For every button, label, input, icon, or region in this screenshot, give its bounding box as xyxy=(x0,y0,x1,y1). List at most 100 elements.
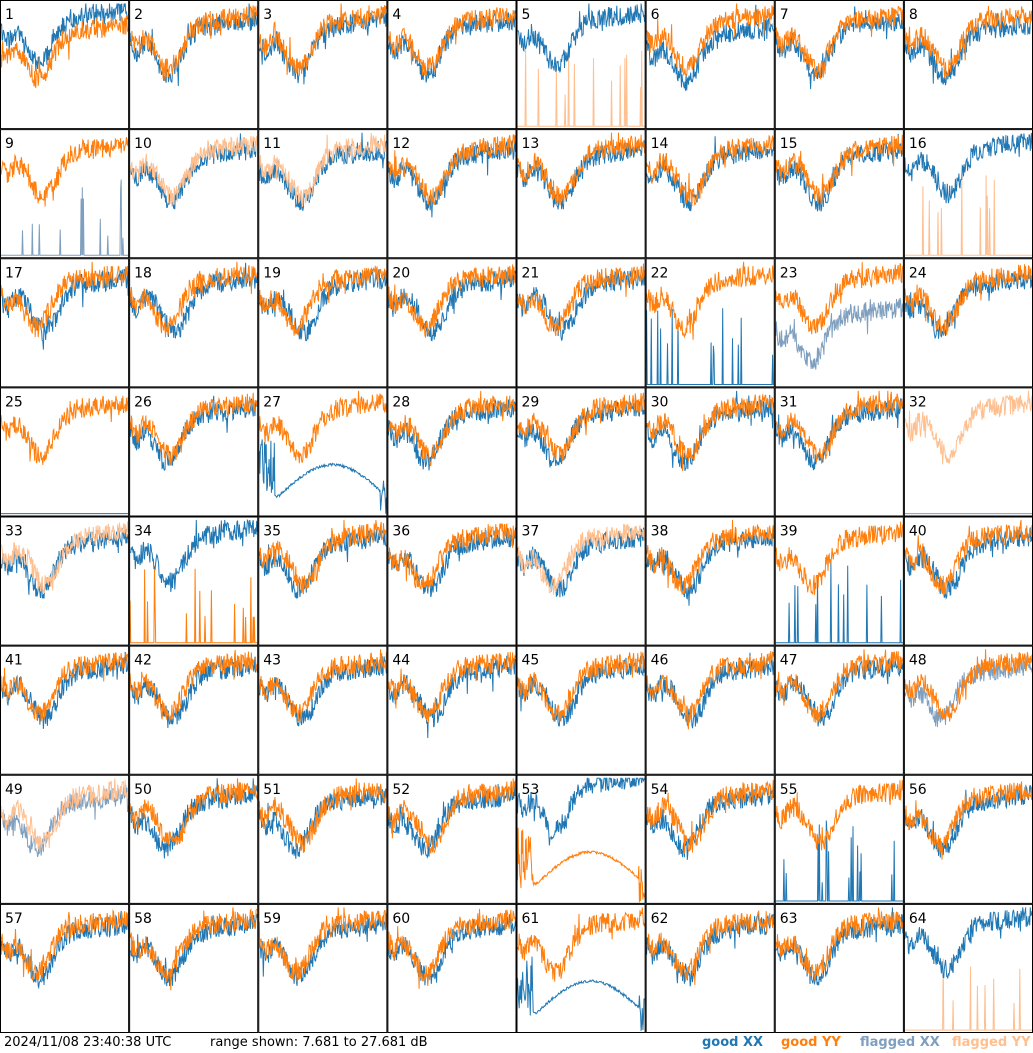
panel-42-traces xyxy=(129,649,258,729)
panel-53-frame xyxy=(516,774,646,904)
panel-47: 47 xyxy=(774,645,904,775)
panel-33-traces xyxy=(0,521,129,599)
panel-46: 46 xyxy=(645,645,775,775)
panel-2: 2 xyxy=(129,0,259,130)
panel-35: 35 xyxy=(258,516,388,646)
panel-27-frame xyxy=(258,387,388,517)
panel-4-xx-line xyxy=(387,10,516,83)
panel-6: 6 xyxy=(645,0,775,130)
panel-52: 52 xyxy=(387,774,517,904)
panel-55-frame xyxy=(774,774,904,904)
panel-1-label: 1 xyxy=(5,7,14,23)
panel-11-label: 11 xyxy=(263,136,281,152)
panel-39-yy-line xyxy=(775,521,904,596)
panel-9-yy-line xyxy=(0,137,129,207)
panel-44-frame xyxy=(387,645,517,775)
panel-29: 29 xyxy=(516,387,646,517)
panel-4-label: 4 xyxy=(392,7,401,23)
panel-58-label: 58 xyxy=(134,911,152,927)
panel-13-traces xyxy=(517,132,646,210)
panel-27-label: 27 xyxy=(263,394,281,410)
panel-36-xx-line xyxy=(387,527,516,598)
panel-45: 45 xyxy=(516,645,646,775)
panel-46-frame xyxy=(645,645,775,775)
panel-22-frame xyxy=(645,258,775,388)
panel-44-label: 44 xyxy=(392,653,410,669)
panel-53-traces xyxy=(517,777,646,903)
panel-12-traces xyxy=(387,134,516,218)
panel-61-xx-line xyxy=(517,956,646,1031)
panel-63-yy-line xyxy=(775,907,904,982)
panel-31-frame xyxy=(774,387,904,517)
legend-good-yy: good YY xyxy=(781,1035,841,1051)
panel-22-yy-line xyxy=(646,261,775,340)
panel-31: 31 xyxy=(774,387,904,517)
panel-30-traces xyxy=(646,390,775,472)
panel-21-label: 21 xyxy=(522,265,540,281)
panel-58-frame xyxy=(129,903,259,1033)
panel-32: 32 xyxy=(903,387,1033,517)
panel-54-frame xyxy=(645,774,775,904)
legend-good-yy-prefix: good xyxy=(781,1035,818,1050)
panel-63-xx-line xyxy=(775,907,904,986)
panel-31-yy-line xyxy=(775,390,904,464)
panel-3-frame xyxy=(258,0,388,130)
panel-26-yy-line xyxy=(129,392,258,466)
panel-17-label: 17 xyxy=(5,265,23,281)
panel-10-frame xyxy=(129,129,259,259)
panel-25-yy-line xyxy=(0,395,129,465)
panel-15-yy-line xyxy=(775,134,904,206)
panel-13-xx-line xyxy=(517,139,645,210)
panel-41-frame xyxy=(0,645,130,775)
panel-59-label: 59 xyxy=(263,911,281,927)
panel-14-yy-line xyxy=(646,134,775,207)
panel-15-xx-line xyxy=(775,133,904,212)
panel-12-frame xyxy=(387,129,517,259)
panel-16-label: 16 xyxy=(909,136,927,152)
panel-62-traces xyxy=(646,909,775,987)
panel-42: 42 xyxy=(129,645,259,775)
panel-18-xx-line xyxy=(129,262,258,339)
panel-10-yy-line xyxy=(129,135,258,207)
panel-54-yy-line xyxy=(646,779,775,855)
panel-36-frame xyxy=(387,516,517,646)
panel-37-label: 37 xyxy=(522,524,540,540)
panel-35-traces xyxy=(258,519,387,599)
panel-11-traces xyxy=(258,132,387,211)
panel-48-label: 48 xyxy=(909,653,927,669)
panel-51-label: 51 xyxy=(263,782,281,798)
panel-57-yy-line xyxy=(0,909,129,982)
panel-17-traces xyxy=(0,261,129,350)
panel-18-traces xyxy=(129,261,258,339)
panel-26-frame xyxy=(129,387,259,517)
panel-53-label: 53 xyxy=(522,782,540,798)
panel-24-yy-line xyxy=(904,264,1033,336)
panel-20-frame xyxy=(387,258,517,388)
panel-29-frame xyxy=(516,387,646,517)
range-label: range shown: 7.681 to 27.681 dB xyxy=(210,1035,428,1050)
panel-5-yy-line xyxy=(517,47,645,127)
panel-42-frame xyxy=(129,645,259,775)
panel-23-yy-line xyxy=(775,262,904,335)
panel-34: 34 xyxy=(129,516,259,646)
panel-35-label: 35 xyxy=(263,524,281,540)
panel-19-label: 19 xyxy=(263,265,281,281)
panel-25: 25 xyxy=(0,387,130,517)
panel-27-yy-line xyxy=(258,390,387,464)
panel-20-xx-line xyxy=(387,268,516,342)
panel-29-label: 29 xyxy=(522,394,540,410)
panel-54-label: 54 xyxy=(651,782,669,798)
panel-41-xx-line xyxy=(0,651,129,729)
panel-13: 13 xyxy=(516,129,646,259)
panel-58-traces xyxy=(129,907,258,991)
panel-51: 51 xyxy=(258,774,388,904)
panel-6-traces xyxy=(646,3,775,91)
panel-45-traces xyxy=(517,651,646,727)
panel-59-frame xyxy=(258,903,388,1033)
panel-9: 9 xyxy=(0,129,130,259)
panel-5: 5 xyxy=(516,0,646,130)
panel-30-yy-line xyxy=(646,394,774,472)
panel-25-traces xyxy=(0,395,129,515)
panel-1-frame xyxy=(0,0,130,130)
panel-8: 8 xyxy=(903,0,1033,130)
